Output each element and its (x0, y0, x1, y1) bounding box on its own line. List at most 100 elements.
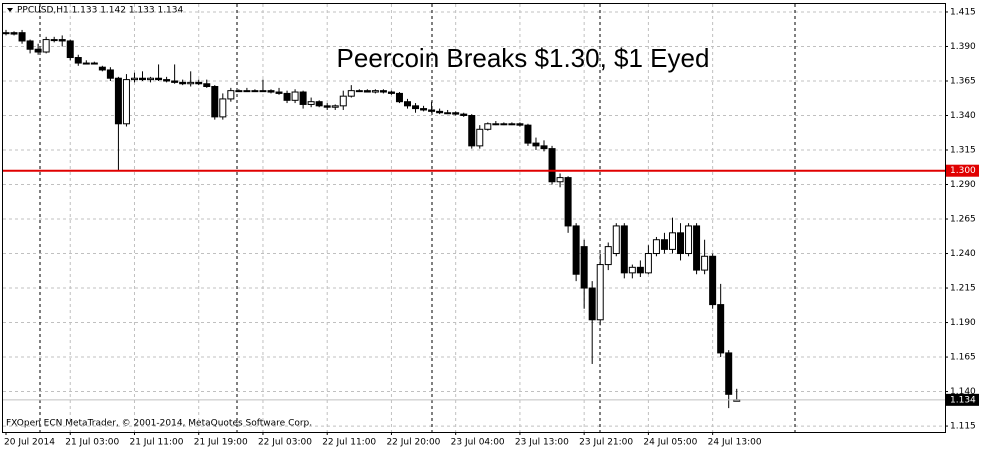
candle-body (612, 225, 620, 255)
candles (2, 29, 741, 409)
candle-body (211, 86, 219, 118)
candle-body (203, 83, 211, 88)
candle-body (636, 266, 644, 274)
candle-body (371, 90, 379, 93)
x-tick-label: 22 Jul 03:00 (258, 438, 312, 448)
x-tick-label: 23 Jul 21:00 (579, 438, 633, 448)
candle-body (355, 90, 363, 93)
header: PPCUSD,H1 1.133 1.142 1.133 1.134 (17, 6, 184, 16)
plot-frame (2, 3, 946, 433)
x-tick-label: 21 Jul 03:00 (65, 438, 119, 448)
y-tick-label: 1.340 (950, 111, 976, 121)
price-line-box (946, 164, 979, 177)
x-tick-label: 23 Jul 04:00 (451, 438, 505, 448)
y-tick-label: 1.215 (950, 284, 976, 294)
x-tick-label: 23 Jul 13:00 (515, 438, 569, 448)
candle-body (685, 225, 693, 255)
candle-body (122, 79, 130, 125)
candle-body (395, 92, 403, 103)
candle-body (34, 48, 42, 53)
candle-body (596, 264, 604, 321)
candle-body (693, 225, 701, 271)
candle-body (90, 62, 98, 65)
y-axis: 1.415 1.390 1.365 1.340 1.315 1.290 1.265 1.240… (945, 7, 976, 432)
day-separators (39, 4, 796, 432)
menu-arrow (7, 8, 13, 12)
candle-body (171, 80, 179, 83)
candle-body (163, 79, 171, 82)
candle-body (379, 90, 387, 93)
candle-body (106, 69, 114, 79)
y-tick-label: 1.165 (950, 353, 976, 363)
x-tick-label: 22 Jul 11:00 (322, 438, 376, 448)
y-tick-label: 1.140 (950, 387, 976, 397)
candle-body (18, 32, 26, 42)
candle-body (580, 246, 588, 289)
candle-body (604, 246, 612, 266)
candle-body (187, 81, 195, 85)
candle-body (331, 105, 339, 108)
candle-body (275, 91, 283, 94)
candle-body (155, 77, 163, 81)
candle-body (315, 101, 323, 107)
candle-body (2, 32, 10, 35)
candle-body (339, 95, 347, 107)
candle-body (717, 304, 725, 354)
candle-body (74, 57, 82, 64)
candle-body (677, 232, 685, 255)
candle-body (363, 90, 371, 93)
candle-body (139, 77, 147, 81)
candle-body (701, 255, 709, 271)
candle-body (259, 90, 267, 93)
candle-body (516, 123, 524, 126)
x-tick-label: 21 Jul 11:00 (129, 438, 183, 448)
price-line-label: 1.300 (950, 166, 976, 176)
candle-body (652, 239, 660, 255)
candle-body (130, 77, 138, 81)
candle-body (460, 113, 468, 116)
grid (3, 4, 945, 432)
candle-body (323, 105, 331, 108)
candle-body (10, 32, 18, 35)
candle-body (508, 123, 516, 126)
last-price-box (946, 393, 979, 406)
candle-body (492, 123, 500, 126)
candle-body (556, 177, 564, 183)
x-tick-label: 21 Jul 19:00 (194, 438, 248, 448)
candle-body (307, 101, 315, 105)
candle-body (524, 124, 532, 144)
y-tick-label: 1.415 (950, 7, 976, 17)
y-tick-label: 1.265 (950, 215, 976, 225)
y-tick-label: 1.390 (950, 42, 976, 52)
candle-body (291, 91, 299, 101)
y-tick-label: 1.115 (950, 422, 976, 432)
candle-body (82, 62, 90, 65)
x-tick-label: 22 Jul 20:00 (386, 438, 440, 448)
x-tick-label: 20 Jul 2014 (4, 438, 55, 448)
candle-body (387, 91, 395, 94)
candle-body (628, 266, 636, 274)
x-tick-label: 24 Jul 13:00 (708, 438, 762, 448)
candle-body (50, 39, 58, 42)
candle-body (572, 225, 580, 275)
candle-body (660, 239, 668, 250)
candle-body (420, 108, 428, 111)
candle-body (404, 101, 411, 107)
candle-body (243, 90, 251, 93)
y-tick-label: 1.240 (950, 249, 976, 259)
candle-body (452, 112, 460, 115)
y-tick-label: 1.190 (950, 318, 976, 328)
candle-body (564, 177, 572, 227)
y-tick-label: 1.365 (950, 76, 976, 86)
candle-body (725, 352, 733, 395)
candle-body (620, 225, 628, 274)
candle-body (66, 40, 74, 59)
candle-body (219, 98, 227, 118)
candle-body (58, 39, 66, 42)
candle-body (283, 92, 291, 101)
candle-body (26, 40, 34, 50)
candle-body (484, 123, 492, 130)
y-tick-label: 1.290 (950, 180, 976, 190)
candle-body (412, 105, 420, 110)
